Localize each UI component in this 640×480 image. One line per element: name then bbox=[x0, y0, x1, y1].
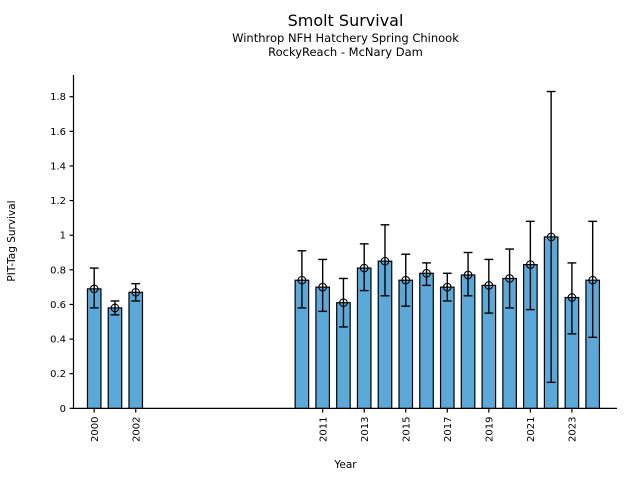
y-tick-label: 0.6 bbox=[50, 300, 66, 311]
marker-2024 bbox=[588, 275, 598, 285]
marker-2002 bbox=[131, 287, 141, 297]
y-tick-label: 1.6 bbox=[50, 127, 66, 138]
x-tick-label: 2000 bbox=[90, 417, 101, 442]
chart-title: Smolt Survival bbox=[287, 11, 404, 30]
bar-2017 bbox=[439, 286, 455, 409]
x-tick-label: 2017 bbox=[443, 417, 454, 442]
x-axis-label: Year bbox=[334, 459, 357, 471]
marker-2016 bbox=[422, 268, 431, 278]
x-tick-label: 2002 bbox=[131, 417, 142, 442]
y-tick-label: 1.4 bbox=[50, 161, 66, 172]
marker-2017 bbox=[442, 282, 452, 292]
marker-2010 bbox=[297, 275, 307, 285]
marker-2011 bbox=[318, 282, 328, 292]
chart-subtitle-reach: RockyReach - McNary Dam bbox=[268, 45, 423, 59]
y-tick-label: 1.2 bbox=[50, 196, 66, 207]
y-tick-label: 0.2 bbox=[50, 369, 66, 380]
marker-2019 bbox=[484, 281, 494, 290]
marker-2001 bbox=[110, 303, 120, 313]
x-tick-label: 2011 bbox=[318, 417, 329, 442]
bar-2001 bbox=[107, 307, 123, 409]
marker-2021 bbox=[526, 260, 535, 269]
bar-2002 bbox=[128, 291, 144, 409]
marker-2020 bbox=[505, 274, 514, 283]
marker-2018 bbox=[463, 270, 473, 280]
marker-2014 bbox=[380, 256, 390, 266]
marker-2022 bbox=[546, 232, 556, 242]
marker-2012 bbox=[339, 298, 348, 308]
x-tick-label: 2023 bbox=[568, 417, 579, 442]
marker-2000 bbox=[89, 284, 99, 294]
x-tick-label: 2021 bbox=[526, 417, 537, 442]
marker-2023 bbox=[567, 293, 577, 302]
bar-2016 bbox=[419, 272, 434, 409]
marker-2013 bbox=[359, 263, 369, 273]
y-tick-label: 0.8 bbox=[50, 265, 66, 276]
y-tick-label: 0 bbox=[60, 404, 66, 415]
x-tick-label: 2019 bbox=[484, 417, 495, 442]
chart-subtitle-hatchery: Winthrop NFH Hatchery Spring Chinook bbox=[232, 31, 459, 45]
y-tick-label: 0.4 bbox=[50, 335, 66, 346]
y-tick-label: 1.8 bbox=[50, 92, 66, 103]
x-tick-label: 2015 bbox=[401, 417, 412, 442]
x-tick-label: 2013 bbox=[360, 417, 371, 442]
marker-2015 bbox=[401, 275, 411, 285]
y-tick-label: 1 bbox=[60, 231, 66, 242]
